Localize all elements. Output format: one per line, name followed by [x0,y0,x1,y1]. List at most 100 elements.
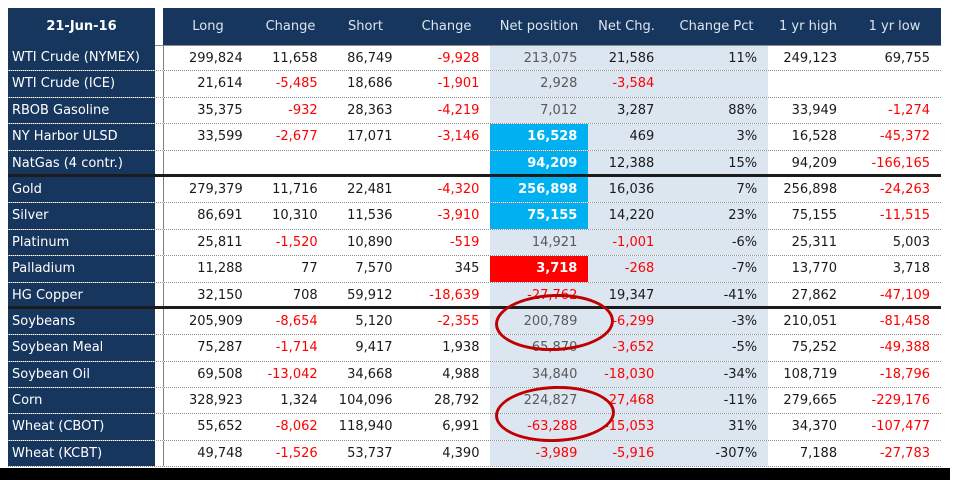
row-label: Soybeans [8,308,155,335]
cell-1yr-low: -166,165 [871,155,930,171]
cell-change-pct: -11% [665,388,769,414]
cell-1yr-high: 13,770 [791,261,838,277]
cell-long: 32,150 [197,287,243,303]
cell-net-position: 16,528 [490,124,589,150]
cell-net-position: 65,870 [490,335,589,361]
column-divider [155,176,164,203]
cell-change-pct: 31% [665,414,769,440]
row-label: Corn [8,388,155,414]
cell-1yr-high: 7,188 [799,445,838,461]
cell-1yr-low: 69,755 [848,45,941,70]
cell-long: 49,748 [197,445,243,461]
cell-1yr-high: 94,209 [791,155,838,171]
column-divider [155,71,164,97]
cell-change-long: -5,485 [275,76,318,92]
cell-long: 328,923 [188,393,243,409]
header-gap [155,8,163,45]
column-header-net-chg: Net Chg. [598,19,655,34]
column-header-1yr-high: 1 yr high [779,19,837,34]
column-divider [154,45,164,71]
cell-1yr-high [768,71,848,96]
column-divider [155,282,164,306]
table-row: NatGas (4 contr.) 94,209 12,388 15% 94,209 -1… [8,150,941,177]
cell-change-short: -4,320 [437,181,480,197]
cell-change-pct: 11% [665,45,769,71]
column-headers: Long Change Short Change Net position Net Chg… [163,8,941,45]
cell-net-position: 3,718 [490,256,589,282]
cell-long: 55,652 [197,419,243,435]
cell-net-chg: -18,030 [588,361,666,388]
table-row: Soybean Meal 75,287 -1,714 9,417 1,938 65,870… [8,335,941,362]
column-divider [155,308,164,335]
cell-change-long: -13,042 [267,366,318,382]
row-label: Soybean Meal [8,335,155,361]
cell-short: 10,890 [347,234,393,250]
cot-report-table: 21-Jun-16 Long Change Short Change Net posit… [8,8,941,468]
cell-net-chg: 19,347 [588,282,666,306]
column-divider [155,124,164,150]
column-header-change-short: Change [421,19,472,34]
cell-net-position: 94,209 [490,150,589,174]
table-row: WTI Crude (NYMEX) 299,824 11,658 86,749 -9,9… [8,45,941,72]
cell-change-long: 1,324 [280,393,318,409]
cell-1yr-low: -1,274 [888,102,930,118]
cell-change-pct: -307% [665,440,769,467]
cell-net-position: 34,840 [490,361,589,388]
column-header-short: Short [348,19,383,34]
cell-short: 18,686 [347,76,393,92]
column-header-change-pct: Change Pct [679,19,754,34]
cell-long: 69,508 [197,366,243,382]
row-label: HG Copper [8,282,155,306]
cell-long: 279,379 [188,181,243,197]
cell-change-long: -1,714 [275,340,318,356]
table-row: Soybeans 205,909 -8,654 5,120 -2,355 200,789-… [8,308,941,336]
cell-short: 53,737 [347,445,393,461]
cell-change-long: 708 [292,287,318,303]
cell-long: 21,614 [197,76,243,92]
column-header-1yr-low: 1 yr low [868,19,921,34]
cell-change-pct: -41% [665,282,769,306]
cell-change-short: -4,219 [437,102,480,118]
cell-net-chg: 12,388 [588,150,666,174]
cell-net-position: 75,155 [490,203,589,229]
cell-change-long: -1,526 [275,445,318,461]
cell-1yr-low: -11,515 [879,208,930,224]
cell-1yr-high: 33,949 [791,102,838,118]
column-header-net-position: Net position [499,19,579,34]
cell-net-chg: 14,220 [588,203,666,229]
column-divider [155,203,164,229]
cell-net-chg: -5,916 [588,440,666,467]
cell-net-chg: 16,036 [588,176,666,203]
cell-long: 25,811 [197,234,243,250]
row-label: Soybean Oil [8,361,155,388]
cell-long: 299,824 [163,45,254,70]
cell-change-long: -2,677 [275,129,318,145]
cell-change-pct: 15% [665,150,769,174]
cell-net-position: 200,789 [490,308,589,335]
column-header-long: Long [192,19,224,34]
table-row: Corn 328,923 1,324 104,096 28,792 224,827 -27,… [8,388,941,415]
column-divider [155,388,164,414]
cell-net-position: 213,075 [490,45,589,71]
table-header-row: 21-Jun-16 Long Change Short Change Net posit… [8,8,941,45]
cell-1yr-low: -49,388 [879,340,930,356]
cell-1yr-low: -45,372 [879,129,930,145]
column-divider [155,414,164,440]
cell-change-short: 4,988 [442,366,480,382]
cell-change-pct: -6% [665,229,769,256]
cell-long: 86,691 [197,208,243,224]
cell-net-position: 256,898 [490,176,589,203]
cell-short: 28,363 [347,102,393,118]
cell-net-position: 224,827 [490,388,589,414]
cell-short [329,151,404,174]
cell-1yr-high: 108,719 [783,366,838,382]
cell-net-chg: 469 [588,124,666,150]
cell-change-short: 1,938 [442,340,480,356]
cell-1yr-high: 34,370 [791,419,838,435]
cell-change-pct: 3% [665,124,769,150]
cell-short: 7,570 [355,261,393,277]
cell-1yr-low: 3,718 [892,261,930,277]
cell-change-short: 28,792 [433,393,480,409]
cell-change-long: 10,310 [272,208,318,224]
cell-change-short: 345 [454,261,480,277]
